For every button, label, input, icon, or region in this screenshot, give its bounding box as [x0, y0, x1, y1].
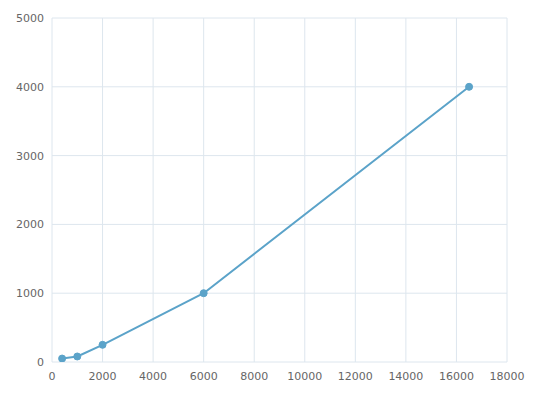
point [200, 290, 207, 297]
line [62, 87, 469, 359]
series [59, 83, 473, 362]
y-tick-label: 3000 [16, 150, 44, 163]
x-tick-label: 16000 [439, 370, 474, 383]
x-grid-line [153, 18, 154, 362]
x-grid-line [52, 18, 53, 362]
x-tick-label: 12000 [338, 370, 373, 383]
point [74, 353, 81, 360]
y-grid-line [52, 362, 507, 363]
x-grid-line [507, 18, 508, 362]
x-tick-label: 0 [49, 370, 56, 383]
x-grid-line [304, 18, 305, 362]
chart-container: 0200040006000800010000120001400016000180… [0, 0, 533, 400]
x-tick-label: 4000 [139, 370, 167, 383]
y-grid-line [52, 18, 507, 19]
y-grid-line [52, 86, 507, 87]
x-tick-label: 10000 [287, 370, 322, 383]
x-grid-line [254, 18, 255, 362]
y-grid-line [52, 224, 507, 225]
y-tick-label: 2000 [16, 218, 44, 231]
x-grid-line [355, 18, 356, 362]
y-tick-label: 0 [37, 356, 44, 369]
axes: 0200040006000800010000120001400016000180… [16, 12, 525, 383]
x-tick-label: 8000 [240, 370, 268, 383]
x-tick-label: 14000 [388, 370, 423, 383]
y-tick-label: 1000 [16, 287, 44, 300]
x-grid-line [405, 18, 406, 362]
y-tick-label: 4000 [16, 81, 44, 94]
grid [52, 18, 507, 362]
x-grid-line [456, 18, 457, 362]
point [466, 83, 473, 90]
point [59, 355, 66, 362]
point [99, 341, 106, 348]
y-tick-label: 5000 [16, 12, 44, 25]
y-grid-line [52, 155, 507, 156]
x-tick-label: 6000 [190, 370, 218, 383]
x-tick-label: 2000 [89, 370, 117, 383]
x-grid-line [102, 18, 103, 362]
chart: 0200040006000800010000120001400016000180… [0, 0, 533, 400]
y-grid-line [52, 293, 507, 294]
x-grid-line [203, 18, 204, 362]
x-tick-label: 18000 [490, 370, 525, 383]
